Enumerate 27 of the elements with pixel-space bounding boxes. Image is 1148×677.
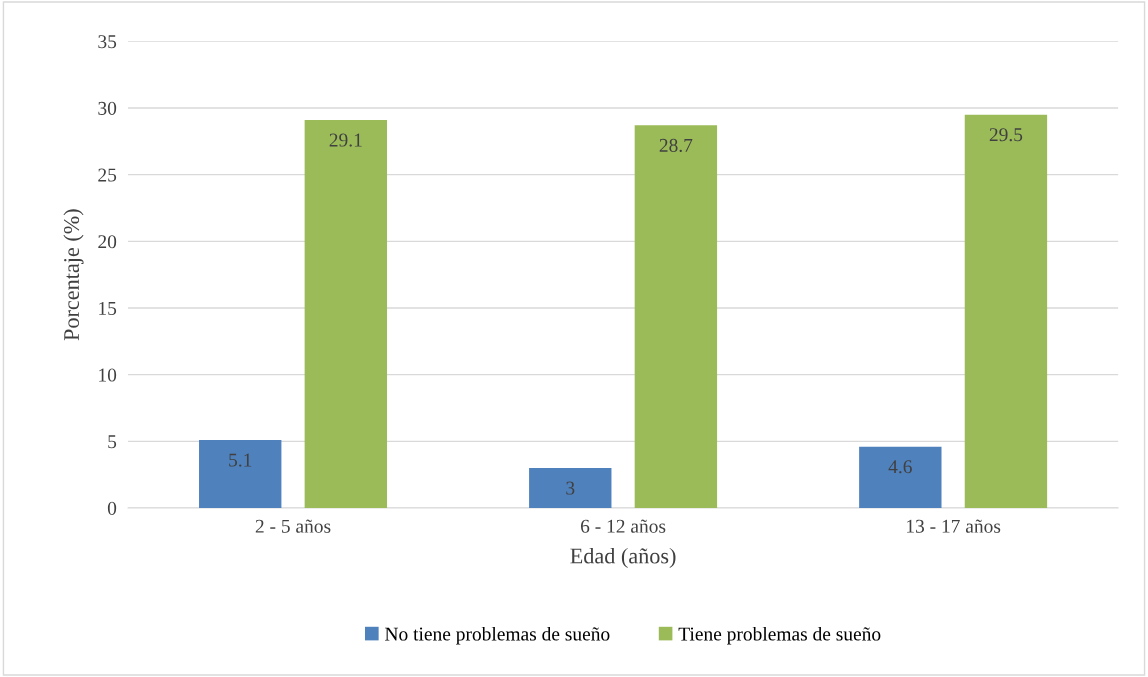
y-tick-label: 20 — [98, 235, 117, 249]
data-label: 28.7 — [659, 138, 693, 152]
x-tick-label: 2 - 5 años — [255, 519, 331, 533]
x-tick-label: 6 - 12 años — [580, 519, 666, 533]
legend-label: Tiene problemas de sueño — [678, 626, 881, 645]
y-tick-label: 0 — [107, 501, 117, 515]
x-axis-title: Edad (años) — [570, 547, 676, 569]
bar — [304, 119, 388, 509]
y-tick-label: 35 — [98, 35, 117, 49]
bar — [634, 125, 718, 509]
y-tick-label: 25 — [98, 168, 117, 182]
y-tick-label: 15 — [99, 301, 117, 315]
data-label: 5.1 — [229, 453, 252, 467]
x-tick-label: 13 - 17 años — [907, 519, 1001, 533]
legend-label: No tiene problemas de sueño — [385, 626, 610, 645]
data-label: 29.5 — [989, 128, 1023, 142]
y-tick-label: 10 — [99, 368, 117, 382]
y-tick-label: 30 — [98, 101, 117, 115]
bar — [964, 114, 1048, 509]
data-label: 3 — [566, 481, 575, 495]
bar — [859, 446, 942, 509]
data-label: 4.6 — [888, 460, 912, 474]
y-tick-label: 5 — [108, 435, 117, 449]
data-label: 29.1 — [329, 133, 362, 147]
bar — [529, 468, 612, 509]
bar — [199, 440, 282, 509]
y-axis-title: Porcentaje (%) — [63, 209, 84, 341]
